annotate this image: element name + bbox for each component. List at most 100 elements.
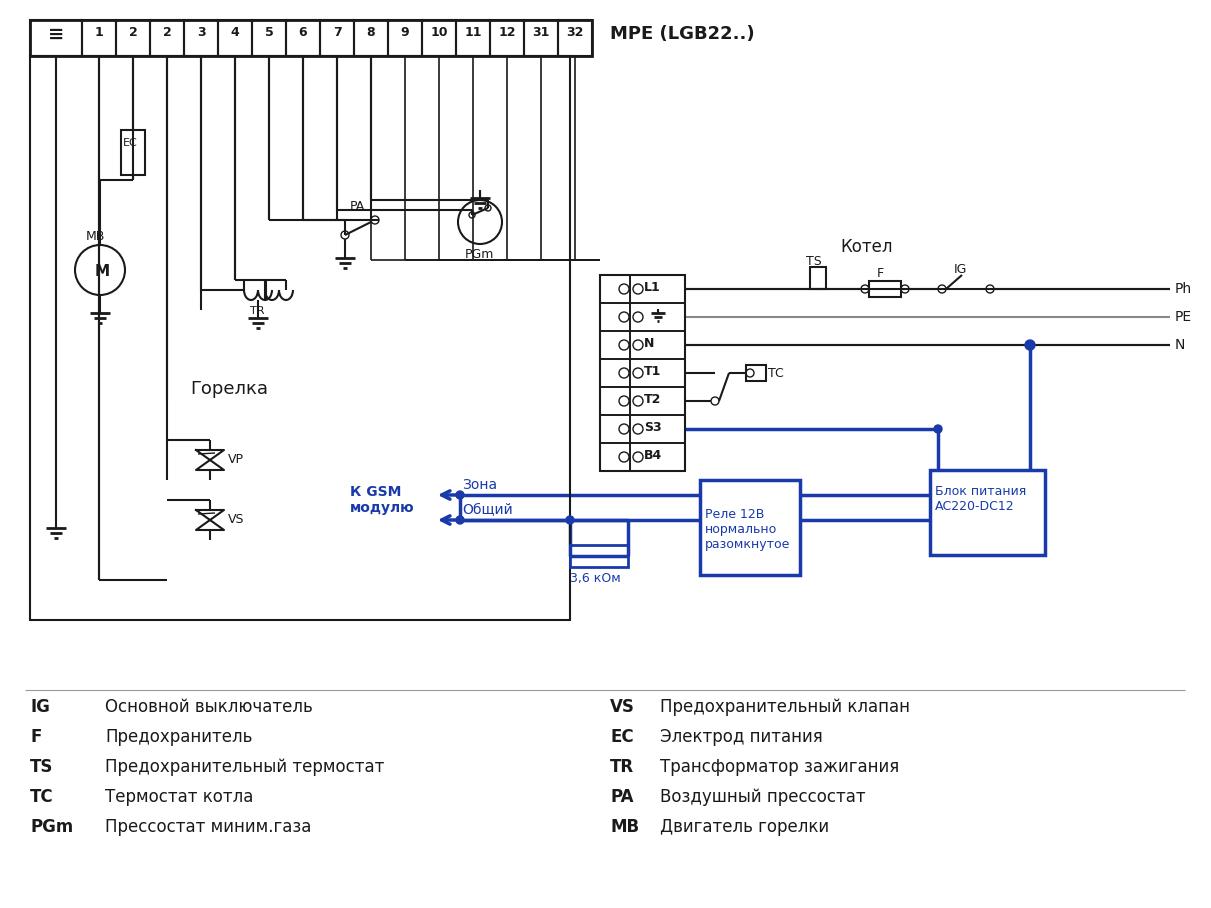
Bar bbox=[599, 331, 630, 359]
Text: Реле 12В
нормально
разомкнутое: Реле 12В нормально разомкнутое bbox=[705, 508, 791, 551]
Text: 32: 32 bbox=[567, 26, 584, 39]
Text: VS: VS bbox=[610, 698, 635, 716]
Bar bbox=[30, 56, 570, 620]
Text: B4: B4 bbox=[644, 449, 662, 462]
Bar bbox=[457, 20, 490, 56]
Text: 2: 2 bbox=[162, 26, 172, 39]
Text: Котел: Котел bbox=[840, 238, 893, 256]
Bar bbox=[630, 275, 685, 303]
Text: Электрод питания: Электрод питания bbox=[660, 728, 822, 746]
Text: 10: 10 bbox=[430, 26, 448, 39]
Bar bbox=[630, 415, 685, 443]
Bar bbox=[524, 20, 558, 56]
Text: TS: TS bbox=[30, 758, 53, 776]
Bar bbox=[286, 20, 320, 56]
Bar bbox=[599, 443, 630, 471]
Text: ≡: ≡ bbox=[47, 25, 64, 44]
Circle shape bbox=[457, 491, 464, 499]
Text: К GSM
модулю: К GSM модулю bbox=[350, 485, 414, 515]
Bar bbox=[599, 303, 630, 331]
Bar bbox=[810, 267, 826, 289]
Text: 7: 7 bbox=[333, 26, 342, 39]
Text: 5: 5 bbox=[265, 26, 274, 39]
Text: 31: 31 bbox=[533, 26, 550, 39]
Bar bbox=[599, 275, 630, 303]
Text: T1: T1 bbox=[644, 365, 661, 378]
Text: Блок питания
АС220-DC12: Блок питания АС220-DC12 bbox=[935, 485, 1026, 513]
Text: Трансформатор зажигания: Трансформатор зажигания bbox=[660, 758, 900, 776]
Text: TR: TR bbox=[249, 306, 264, 316]
Bar bbox=[218, 20, 252, 56]
Text: S3: S3 bbox=[644, 421, 661, 434]
Text: 9: 9 bbox=[401, 26, 409, 39]
Text: Термостат котла: Термостат котла bbox=[105, 788, 253, 806]
Text: Предохранитель: Предохранитель bbox=[105, 728, 252, 746]
Circle shape bbox=[934, 425, 942, 433]
Text: IG: IG bbox=[30, 698, 50, 716]
Bar bbox=[630, 443, 685, 471]
Text: Двигатель горелки: Двигатель горелки bbox=[660, 818, 830, 836]
Text: Воздушный прессостат: Воздушный прессостат bbox=[660, 788, 866, 806]
Bar bbox=[184, 20, 218, 56]
Text: PGm: PGm bbox=[465, 248, 494, 261]
Text: PE: PE bbox=[1175, 310, 1192, 324]
Text: 6: 6 bbox=[299, 26, 308, 39]
Text: VP: VP bbox=[228, 453, 243, 466]
Bar bbox=[630, 359, 685, 387]
Text: N: N bbox=[644, 337, 654, 350]
Bar bbox=[700, 480, 800, 575]
Text: F: F bbox=[877, 267, 884, 280]
Text: 12: 12 bbox=[498, 26, 516, 39]
Circle shape bbox=[457, 516, 464, 524]
Bar bbox=[82, 20, 116, 56]
Text: L1: L1 bbox=[644, 281, 661, 294]
Bar bbox=[570, 545, 629, 567]
Circle shape bbox=[566, 516, 574, 524]
Text: MB: MB bbox=[86, 230, 105, 243]
Bar bbox=[599, 275, 685, 471]
Text: 2: 2 bbox=[128, 26, 137, 39]
Text: Предохранительный термостат: Предохранительный термостат bbox=[105, 758, 384, 776]
Text: IG: IG bbox=[954, 263, 968, 276]
Bar bbox=[599, 387, 630, 415]
Bar bbox=[630, 331, 685, 359]
Bar bbox=[558, 20, 592, 56]
Bar bbox=[746, 365, 767, 381]
Text: VS: VS bbox=[228, 513, 245, 526]
Text: T2: T2 bbox=[644, 393, 661, 406]
Text: Предохранительный клапан: Предохранительный клапан bbox=[660, 698, 909, 716]
Text: 8: 8 bbox=[367, 26, 375, 39]
Bar bbox=[30, 20, 82, 56]
Bar bbox=[30, 20, 592, 56]
Text: TC: TC bbox=[30, 788, 53, 806]
Bar bbox=[121, 130, 145, 175]
Bar bbox=[320, 20, 354, 56]
Text: Основной выключатель: Основной выключатель bbox=[105, 698, 312, 716]
Bar bbox=[599, 415, 630, 443]
Bar bbox=[490, 20, 524, 56]
Bar bbox=[150, 20, 184, 56]
Bar bbox=[869, 281, 901, 297]
Text: MB: MB bbox=[610, 818, 639, 836]
Bar bbox=[421, 20, 457, 56]
Text: PA: PA bbox=[610, 788, 633, 806]
Text: 4: 4 bbox=[230, 26, 240, 39]
Text: Горелка: Горелка bbox=[190, 380, 268, 398]
Text: TR: TR bbox=[610, 758, 635, 776]
Text: PA: PA bbox=[350, 200, 366, 213]
Text: Ph: Ph bbox=[1175, 282, 1192, 296]
Bar bbox=[354, 20, 388, 56]
Text: TC: TC bbox=[768, 367, 784, 380]
Text: 3,6 кОм: 3,6 кОм bbox=[570, 572, 621, 585]
Text: EC: EC bbox=[610, 728, 633, 746]
Bar bbox=[252, 20, 286, 56]
Bar bbox=[388, 20, 421, 56]
Text: M: M bbox=[94, 264, 110, 279]
Bar bbox=[599, 359, 630, 387]
Circle shape bbox=[1025, 340, 1035, 350]
Text: PGm: PGm bbox=[30, 818, 73, 836]
Text: Зона: Зона bbox=[463, 478, 498, 492]
Bar bbox=[630, 303, 685, 331]
Text: TS: TS bbox=[807, 255, 822, 268]
Bar bbox=[630, 387, 685, 415]
